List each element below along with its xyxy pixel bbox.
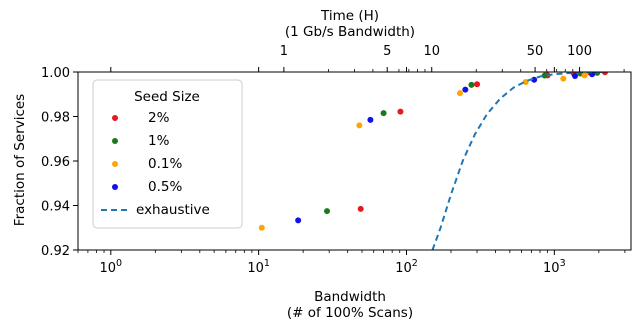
series-layer — [258, 72, 608, 250]
top-axis-title-line1: Time (H) — [320, 8, 379, 24]
data-point — [397, 108, 404, 115]
data-point — [522, 79, 529, 86]
top-tick-label: 100 — [567, 44, 592, 59]
data-point — [462, 86, 469, 93]
legend-label: 1% — [148, 133, 170, 149]
x-tick-label: 103 — [543, 258, 566, 276]
legend-label: 0.5% — [148, 179, 182, 195]
y-axis-title: Fraction of Services — [12, 94, 28, 226]
x-tick-label: 102 — [395, 258, 418, 276]
data-point — [541, 72, 548, 79]
legend-label: 0.1% — [148, 156, 182, 172]
data-point — [324, 208, 331, 215]
y-tick-label: 0.98 — [41, 111, 70, 126]
top-axis-title-line2: (1 Gb/s Bandwidth) — [285, 24, 415, 40]
y-tick-label: 0.92 — [41, 244, 70, 259]
y-tick-label: 1.00 — [41, 66, 70, 81]
legend-marker — [112, 115, 118, 121]
legend: Seed Size 2% 1% 0.1% 0.5% exhaustive — [92, 79, 243, 229]
top-tick-label: 10 — [423, 44, 440, 59]
plot-frame — [77, 71, 632, 251]
legend-box — [92, 79, 243, 229]
top-tick-label: 1 — [280, 44, 288, 59]
data-point — [258, 224, 265, 231]
data-point — [581, 72, 588, 79]
data-point — [367, 116, 374, 123]
data-point — [295, 217, 302, 224]
data-point — [601, 72, 608, 76]
legend-title: Seed Size — [134, 89, 200, 105]
data-point — [474, 81, 481, 88]
x-axis-title-line2: (# of 100% Scans) — [287, 305, 413, 321]
data-point — [560, 75, 567, 82]
series-exhaustive-line — [431, 72, 606, 250]
legend-label: exhaustive — [136, 202, 210, 218]
legend-marker — [112, 138, 118, 144]
top-tick-label: 50 — [527, 44, 544, 59]
data-point — [456, 90, 463, 97]
legend-marker — [112, 184, 118, 190]
x-tick-label: 101 — [247, 258, 270, 276]
data-point — [589, 72, 596, 78]
data-point — [380, 110, 387, 117]
data-point — [357, 205, 364, 212]
y-tick-label: 0.96 — [41, 155, 70, 170]
data-point — [572, 73, 579, 80]
data-point — [356, 122, 363, 129]
x-tick-label: 100 — [100, 258, 123, 276]
ticks-layer: 100 101 102 103 1 5 10 50 100 0.92 0.94 0.96 0.98 1.0… — [41, 44, 626, 276]
legend-label: 2% — [148, 110, 170, 126]
x-axis-title-line1: Bandwidth — [314, 289, 386, 305]
data-point — [468, 81, 475, 88]
y-tick-label: 0.94 — [41, 200, 70, 215]
top-tick-label: 5 — [383, 44, 391, 59]
legend-marker — [112, 161, 118, 167]
